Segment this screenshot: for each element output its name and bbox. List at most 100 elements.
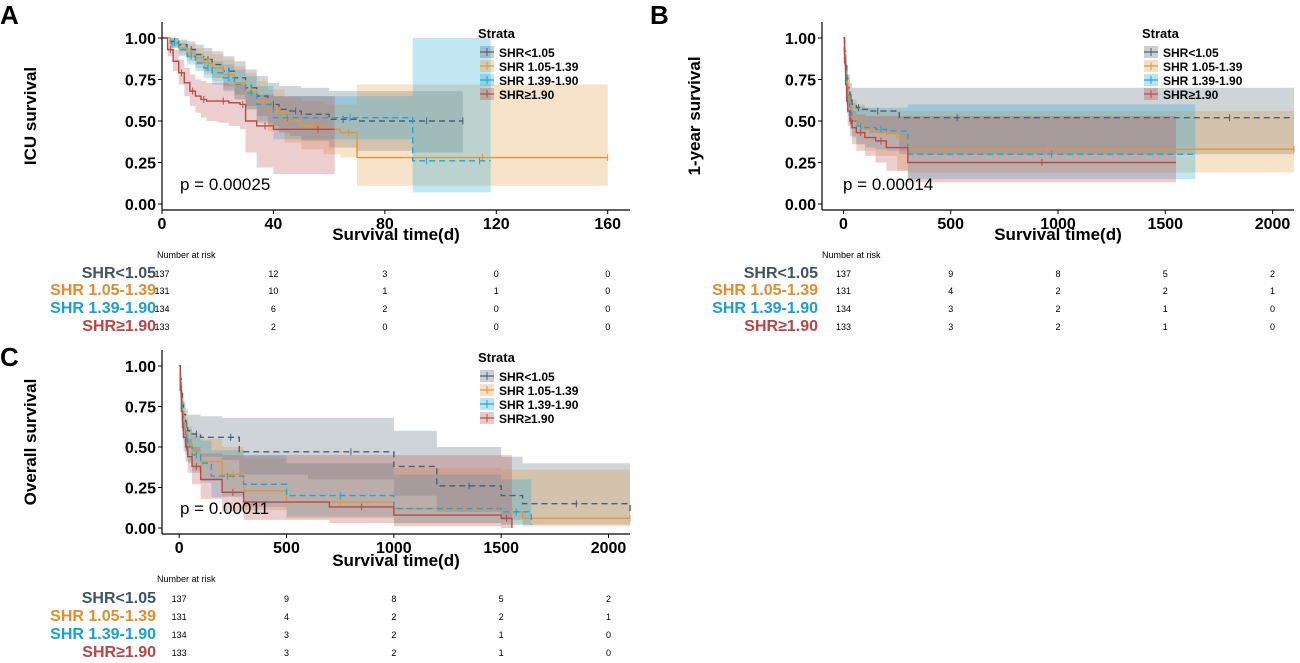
risk-count: 133: [154, 322, 169, 332]
risk-count: 1: [1163, 322, 1168, 332]
risk-row-label: SHR 1.39-1.90: [50, 300, 156, 317]
legend-label: SHR 1.39-1.90: [1163, 74, 1243, 88]
risk-count: 0: [606, 630, 611, 640]
risk-count: 8: [391, 594, 396, 604]
ci-band-2: [179, 366, 630, 527]
ci-band-2: [843, 38, 1294, 173]
risk-count: 0: [606, 648, 611, 658]
x-tick-label: 1500: [483, 540, 519, 557]
survival-line-1: [179, 365, 631, 512]
risk-table-title: Number at risk: [157, 574, 216, 584]
y-tick-label: 0.75: [785, 73, 816, 90]
y-tick-label: 0.00: [125, 521, 156, 538]
y-tick-label: 0.75: [125, 400, 156, 417]
risk-count: 134: [154, 304, 169, 314]
y-tick-label: 0.50: [125, 440, 156, 457]
x-tick-label: 80: [376, 216, 394, 233]
y-tick-label: 1.00: [125, 31, 156, 48]
ci-band-4: [179, 366, 512, 528]
risk-count: 0: [605, 322, 610, 332]
risk-count: 0: [605, 304, 610, 314]
x-tick-label: 1000: [1040, 216, 1076, 233]
legend-label: SHR≥1.90: [499, 88, 555, 102]
risk-count: 131: [172, 612, 187, 622]
risk-count: 2: [499, 612, 504, 622]
risk-count: 1: [606, 612, 611, 622]
legend-title: Strata: [1142, 26, 1180, 41]
risk-count: 1: [494, 286, 499, 296]
panel-label: B: [650, 0, 669, 30]
risk-count: 0: [1270, 322, 1275, 332]
legend-label: SHR 1.05-1.39: [1163, 60, 1243, 74]
x-axis-label: Survival time(d): [994, 225, 1122, 244]
risk-count: 4: [284, 612, 289, 622]
y-tick-label: 1.00: [125, 359, 156, 376]
risk-count: 2: [391, 612, 396, 622]
risk-table: Number at risk SHR<1.05 137 9 8 5 2 SHR 1.05-1.…: [712, 250, 1275, 335]
risk-count: 2: [1055, 304, 1060, 314]
risk-row-label: SHR<1.05: [744, 265, 818, 282]
risk-count: 0: [382, 322, 387, 332]
risk-count: 2: [606, 594, 611, 604]
legend-label: SHR 1.39-1.90: [499, 74, 579, 88]
risk-count: 4: [948, 286, 953, 296]
x-tick-label: 1000: [376, 540, 412, 557]
y-tick-label: 0.25: [125, 156, 156, 173]
risk-count: 3: [948, 322, 953, 332]
risk-count: 8: [1055, 269, 1060, 279]
x-tick-label: 2000: [1255, 216, 1291, 233]
legend-label: SHR<1.05: [499, 46, 555, 60]
y-axis-label: ICU survival: [21, 67, 40, 165]
x-tick-label: 160: [594, 216, 621, 233]
risk-count: 137: [172, 594, 187, 604]
x-tick-label: 0: [839, 216, 848, 233]
x-axis-label: Survival time(d): [332, 551, 460, 570]
ci-band-1: [179, 366, 630, 527]
y-tick-label: 0.75: [125, 73, 156, 90]
risk-count: 1: [1163, 304, 1168, 314]
y-tick-label: 0.00: [785, 197, 816, 214]
legend-label: SHR<1.05: [1163, 46, 1219, 60]
risk-count: 6: [271, 304, 276, 314]
p-value: p = 0.00011: [180, 499, 269, 518]
risk-count: 12: [268, 269, 278, 279]
x-tick-label: 0: [175, 540, 184, 557]
risk-count: 133: [836, 322, 851, 332]
risk-row-label: SHR 1.39-1.90: [712, 300, 818, 317]
risk-row-label: SHR 1.05-1.39: [712, 282, 818, 299]
risk-count: 0: [605, 286, 610, 296]
risk-row-label: SHR 1.39-1.90: [50, 626, 156, 643]
legend-label: SHR 1.05-1.39: [499, 384, 579, 398]
x-tick-label: 500: [273, 540, 300, 557]
risk-count: 9: [284, 594, 289, 604]
risk-count: 1: [499, 630, 504, 640]
ci-band-3: [843, 38, 1196, 180]
x-tick-label: 0: [158, 216, 167, 233]
ci-band-1: [843, 38, 1294, 155]
risk-count: 5: [1163, 269, 1168, 279]
risk-count: 2: [382, 304, 387, 314]
risk-count: 137: [836, 269, 851, 279]
y-axis-label: Overall survival: [21, 379, 40, 506]
legend-title: Strata: [478, 350, 516, 365]
x-tick-label: 2000: [591, 540, 627, 557]
legend-title: Strata: [478, 26, 516, 41]
x-tick-label: 500: [937, 216, 964, 233]
survival-line-3: [162, 37, 491, 162]
risk-row-label: SHR≥1.90: [744, 318, 818, 335]
risk-count: 10: [268, 286, 278, 296]
ci-band-3: [162, 38, 491, 193]
survival-line-4: [179, 365, 513, 528]
y-tick-label: 0.25: [125, 481, 156, 498]
legend-label: SHR 1.39-1.90: [499, 398, 579, 412]
y-tick-label: 0.00: [125, 197, 156, 214]
risk-count: 2: [271, 322, 276, 332]
risk-count: 1: [499, 648, 504, 658]
survival-line-3: [179, 365, 532, 525]
risk-row-label: SHR≥1.90: [82, 644, 156, 661]
